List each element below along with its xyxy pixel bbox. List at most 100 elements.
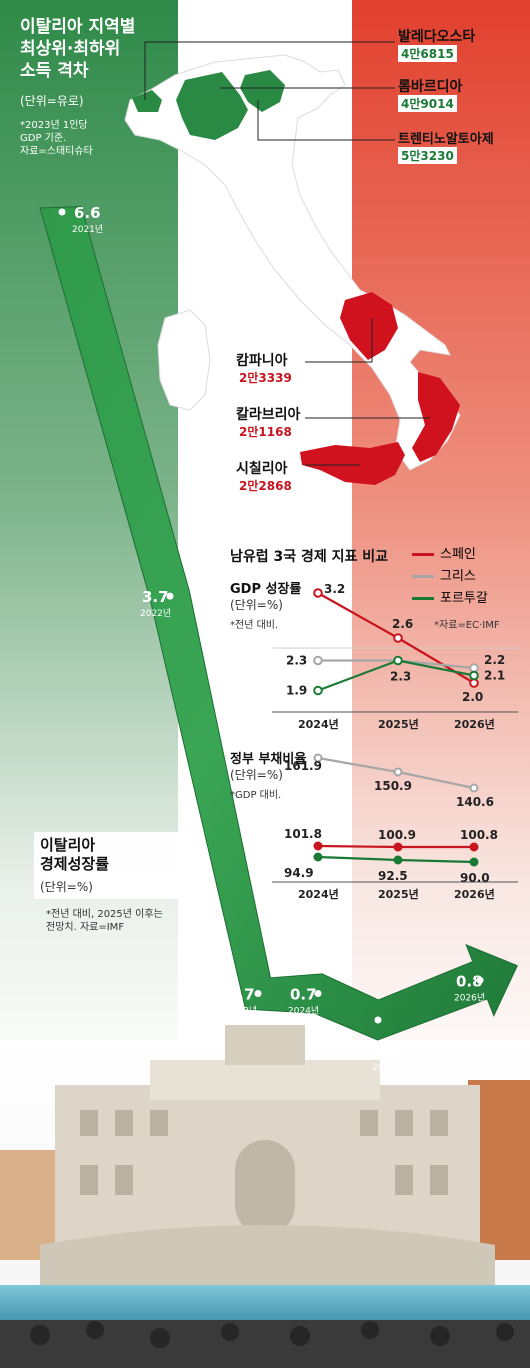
legend-swatch-grey [412,575,434,578]
growth-value-label: 6.6 [74,204,101,222]
header-note-line: 자료=스태티슈타 [20,146,93,157]
growth-value-label: 0.7 [228,986,255,1004]
growth-title-line: 경제성장률 [40,855,110,873]
debt-unit: (단위=%) [230,768,283,782]
gdp-value-label: 3.2 [324,582,345,596]
header-title-line: 소득 격차 [20,61,89,81]
debt-point [469,842,479,852]
gdp-value-label: 2.1 [484,669,505,683]
legend-item: 그리스 [412,566,488,588]
growth-title-line: 이탈리아 [40,836,96,854]
region-value: 4만9014 [398,95,457,112]
gdp-title: GDP 성장률 [230,582,302,597]
gdp-x-tick-label: 2026년 [454,717,495,731]
debt-point [393,842,403,852]
debt-value-label: 100.8 [460,828,498,842]
debt-x-tick-label: 2026년 [454,887,495,901]
region-campania [340,292,398,360]
growth-year-label: 2021년 [72,224,103,235]
gdp-note: *전년 대비. [230,620,279,631]
region-value: 4만6815 [398,45,457,62]
growth-value-label: 3.7 [142,588,169,606]
growth-year-label: 2025년 [372,1062,403,1073]
region-value: 2만3339 [236,369,295,386]
growth-chart: 6.6 2021년 3.7 2022년 0.7 2023년 0.7 2024년 0.5 2025년… [58,204,485,1073]
legend-label: 스페인 [440,547,476,562]
gdp-point [313,685,323,696]
gdp-point [313,655,323,666]
debt-point [393,855,403,865]
region-name: 캄파니아 [236,353,288,369]
growth-point [166,592,174,600]
gdp-value-label: 2.6 [392,617,413,631]
legend-item: 스페인 [412,544,488,566]
gdp-growth-chart: 2024년 2025년 2026년 3.2 2.6 2.0 2.3 2.2 1.9 2.3 2.1 [272,582,518,731]
debt-x-tick-label: 2025년 [378,887,419,901]
region-name: 발레다오스타 [398,29,476,45]
growth-unit: (단위=%) [40,880,93,894]
debt-value-label: 94.9 [284,866,314,880]
debt-value-label: 161.9 [284,759,322,773]
legend-swatch-red [412,553,434,556]
debt-point [393,767,403,777]
header: 이탈리아 지역별 최상위·최하위 소득 격차 (단위=유로) *2023년 1인… [20,16,180,158]
gdp-point [469,670,479,681]
gdp-point [393,633,403,643]
gdp-value-label: 2.3 [286,654,307,668]
connector-line [257,100,395,141]
header-title-line: 이탈리아 지역별 [20,17,136,37]
growth-year-label: 2022년 [140,608,171,619]
region-value: 2만1168 [236,423,295,440]
gdp-value-label: 1.9 [286,684,307,698]
debt-point [469,783,479,793]
growth-point [58,208,66,216]
region-name: 칼라브리아 [236,407,301,423]
region-trentino [240,70,285,112]
debt-value-label: 150.9 [374,779,412,793]
debt-x-tick-label: 2024년 [298,887,339,901]
gdp-unit: (단위=%) [230,598,283,612]
gdp-x-tick-label: 2025년 [378,717,419,731]
growth-title-box: 이탈리아 경제성장률 (단위=%) [34,832,196,899]
region-sicilia [300,442,405,485]
debt-point [313,753,323,763]
connector-line [305,318,373,363]
region-name: 트렌티노알토아제 [398,132,494,147]
legend: 스페인 그리스 포르투갈 [412,544,488,610]
growth-note: *전년 대비, 2025년 이후는 전망치. 자료=IMF [46,908,163,934]
header-title-line: 최상위·최하위 [20,39,121,59]
region-calabria [412,372,460,462]
connector-line [144,41,395,100]
region-lombardia [176,72,248,140]
legend-label: 그리스 [440,569,476,584]
gdp-x-tick-label: 2024년 [298,717,339,731]
debt-value-label: 100.9 [378,828,416,842]
growth-year-label: 2023년 [226,1006,257,1017]
debt-point [313,852,323,862]
legend-label: 포르투갈 [440,591,488,606]
growth-point [254,990,262,998]
gdp-source: *자료=EC·IMF [434,620,500,631]
growth-year-label: 2026년 [454,992,485,1003]
gdp-value-label: 2.2 [484,653,505,667]
gdp-point [313,588,323,598]
growth-point [314,990,322,998]
flag-red-band [352,0,530,1100]
debt-point [313,841,323,851]
debt-value-label: 101.8 [284,827,322,841]
gdp-value-label: 2.3 [390,670,411,684]
debt-ratio-chart: 2024년 2025년 2026년 161.9 150.9 140.6 101.8 100.9… [272,753,518,901]
italy-map [124,41,461,485]
debt-note: *GDP 대비. [230,790,282,801]
growth-value-label: 0.7 [290,986,317,1004]
debt-value-label: 90.0 [460,871,490,885]
growth-year-label: 2024년 [288,1006,319,1017]
growth-arrow [39,206,518,1041]
region-value: 2만2868 [236,477,295,494]
header-note-line: GDP 기준. [20,133,67,144]
region-name: 롬바르디아 [398,79,463,95]
debt-value-label: 92.5 [378,869,408,883]
legend-swatch-green [412,597,434,600]
trevi-fountain-photo [0,1025,530,1368]
